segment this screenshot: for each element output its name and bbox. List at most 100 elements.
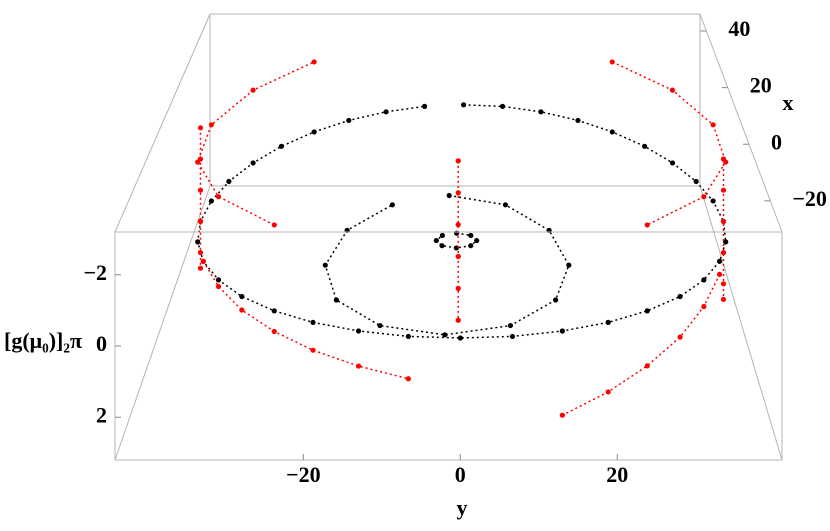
point <box>442 332 448 338</box>
back-face <box>209 13 701 187</box>
point <box>405 376 411 382</box>
point <box>716 271 723 277</box>
point <box>405 333 411 340</box>
point <box>710 122 716 128</box>
series-line <box>562 274 721 416</box>
point <box>346 117 352 124</box>
x-tick-label: 40 <box>728 16 750 41</box>
point <box>333 297 339 303</box>
z-axis-label: [g(μ₀)]₂π <box>4 328 82 353</box>
point <box>575 117 581 124</box>
y-axis-label: y <box>457 495 468 520</box>
point <box>433 237 439 244</box>
point <box>720 296 727 302</box>
point <box>226 178 232 185</box>
series-line <box>324 194 570 336</box>
point <box>200 258 206 264</box>
point <box>605 389 611 395</box>
series-line <box>202 260 409 380</box>
point <box>215 277 222 283</box>
plot-box <box>114 13 783 461</box>
point <box>693 178 699 185</box>
point <box>723 159 729 165</box>
point <box>195 239 201 245</box>
point <box>509 333 516 340</box>
point <box>720 218 727 225</box>
point <box>701 277 707 283</box>
point <box>239 307 245 313</box>
point <box>566 262 572 268</box>
point <box>239 293 245 300</box>
point <box>720 281 727 287</box>
point <box>455 190 461 196</box>
point <box>439 243 445 249</box>
point <box>499 103 506 109</box>
point <box>197 125 204 131</box>
point <box>460 102 467 108</box>
point <box>355 328 362 334</box>
point <box>716 258 723 264</box>
point <box>215 283 222 290</box>
box-edge <box>114 185 211 461</box>
point <box>377 322 383 329</box>
point <box>677 334 683 340</box>
point <box>455 253 461 260</box>
box-edge <box>699 13 783 233</box>
box-edge <box>114 13 211 233</box>
point <box>310 347 316 353</box>
data-layer <box>195 59 729 418</box>
point <box>215 194 222 200</box>
point <box>439 232 446 239</box>
point <box>609 59 615 65</box>
point <box>455 158 461 164</box>
point <box>455 317 461 323</box>
z-tick-label: 2 <box>96 402 107 427</box>
point <box>311 129 317 135</box>
point <box>322 262 328 268</box>
point <box>311 59 317 65</box>
point <box>421 103 428 109</box>
point <box>605 319 611 325</box>
point <box>457 335 463 341</box>
point <box>455 285 461 291</box>
y-tick-label: 0 <box>455 462 466 487</box>
point <box>559 412 565 418</box>
point <box>197 249 204 256</box>
point <box>538 109 544 115</box>
point <box>669 160 676 166</box>
point <box>278 143 284 149</box>
point <box>677 293 683 300</box>
point <box>195 159 201 165</box>
point <box>197 187 204 193</box>
x-tick-label: −20 <box>792 186 827 211</box>
point <box>710 198 716 204</box>
x-tick-label: 20 <box>750 73 772 98</box>
point <box>720 187 727 193</box>
point <box>468 232 474 239</box>
point <box>383 109 389 115</box>
point <box>208 122 214 128</box>
point <box>310 319 316 325</box>
point <box>553 297 559 303</box>
point <box>644 363 650 369</box>
point <box>507 322 514 329</box>
point <box>502 202 509 208</box>
series-line <box>196 61 727 226</box>
point <box>455 222 461 228</box>
z-tick-label: −2 <box>83 260 107 285</box>
point <box>389 202 395 208</box>
point <box>720 249 727 256</box>
point <box>271 222 277 228</box>
point <box>723 239 729 245</box>
point <box>701 303 707 310</box>
point <box>609 129 615 135</box>
y-tick-label: 20 <box>606 462 628 487</box>
point <box>197 218 204 225</box>
point <box>250 87 256 93</box>
y-tick-label: −20 <box>286 462 321 487</box>
point <box>468 243 474 249</box>
point <box>250 160 256 166</box>
point <box>559 328 565 334</box>
series-line <box>196 104 727 339</box>
point <box>446 192 452 199</box>
